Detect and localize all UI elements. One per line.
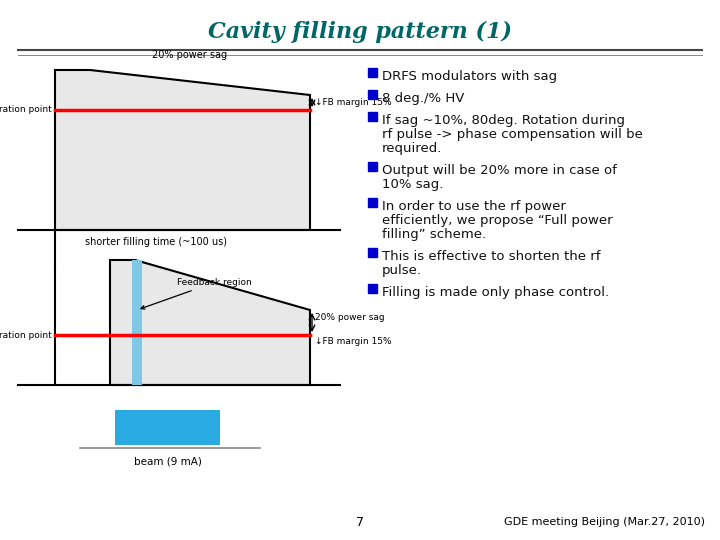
Polygon shape bbox=[110, 260, 310, 385]
Text: Feedback region: Feedback region bbox=[141, 278, 252, 309]
Text: shorter filling time (~100 us): shorter filling time (~100 us) bbox=[85, 237, 227, 247]
Text: ↓FB margin 15%: ↓FB margin 15% bbox=[315, 98, 392, 107]
Bar bbox=[368, 198, 377, 207]
Text: 7: 7 bbox=[356, 516, 364, 529]
Text: 10% sag.: 10% sag. bbox=[382, 178, 444, 191]
Text: pulse.: pulse. bbox=[382, 264, 422, 277]
Text: DRFS modulators with sag: DRFS modulators with sag bbox=[382, 70, 557, 83]
Text: 20% power sag: 20% power sag bbox=[315, 313, 384, 322]
Text: filling” scheme.: filling” scheme. bbox=[382, 228, 486, 241]
Bar bbox=[368, 284, 377, 293]
Text: If sag ~10%, 80deg. Rotation during: If sag ~10%, 80deg. Rotation during bbox=[382, 114, 625, 127]
Text: 8 deg./% HV: 8 deg./% HV bbox=[382, 92, 464, 105]
Text: This is effective to shorten the rf: This is effective to shorten the rf bbox=[382, 250, 600, 263]
Bar bbox=[368, 112, 377, 121]
Text: rf pulse -> phase compensation will be: rf pulse -> phase compensation will be bbox=[382, 128, 643, 141]
Polygon shape bbox=[55, 70, 310, 230]
Text: 20% power sag: 20% power sag bbox=[153, 50, 228, 60]
Text: operation point: operation point bbox=[0, 330, 52, 340]
Text: Output will be 20% more in case of: Output will be 20% more in case of bbox=[382, 164, 617, 177]
Bar bbox=[115, 410, 220, 445]
Text: beam (9 mA): beam (9 mA) bbox=[134, 457, 202, 467]
Bar bbox=[368, 68, 377, 77]
Bar bbox=[368, 90, 377, 99]
Bar bbox=[368, 162, 377, 171]
Text: efficiently, we propose “Full power: efficiently, we propose “Full power bbox=[382, 214, 613, 227]
Text: Cavity filling pattern (1): Cavity filling pattern (1) bbox=[208, 21, 512, 43]
Text: In order to use the rf power: In order to use the rf power bbox=[382, 200, 566, 213]
Text: required.: required. bbox=[382, 142, 442, 155]
Text: GDE meeting Beijing (Mar.27, 2010): GDE meeting Beijing (Mar.27, 2010) bbox=[504, 517, 705, 527]
Text: Filling is made only phase control.: Filling is made only phase control. bbox=[382, 286, 609, 299]
Bar bbox=[368, 248, 377, 257]
Text: ↓FB margin 15%: ↓FB margin 15% bbox=[315, 337, 392, 346]
Bar bbox=[132, 260, 142, 385]
Text: operation point: operation point bbox=[0, 105, 52, 114]
